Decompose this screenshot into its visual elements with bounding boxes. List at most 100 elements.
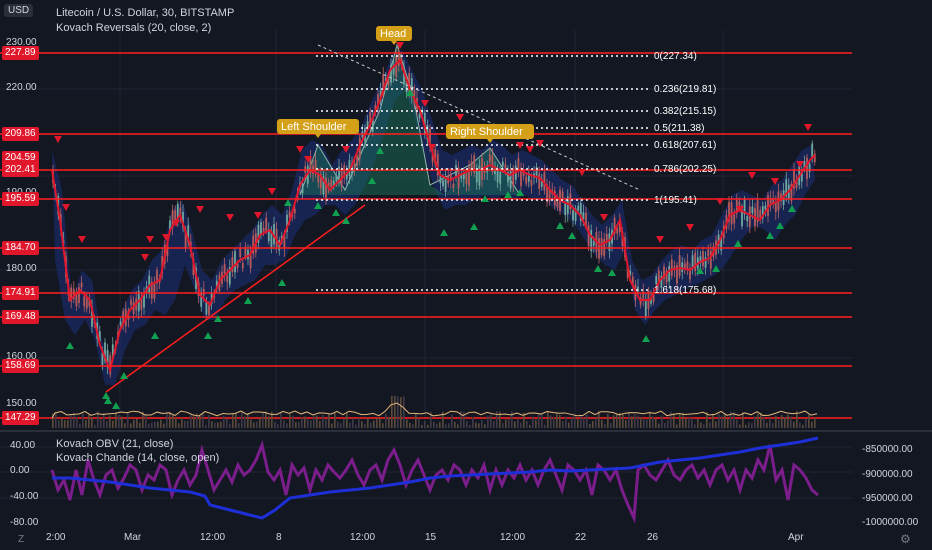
volume-bar	[538, 413, 540, 428]
candle-body	[462, 173, 465, 180]
candle-body	[605, 234, 608, 241]
candle-body	[392, 65, 395, 75]
volume-bar	[217, 422, 219, 428]
currency-badge[interactable]: USD	[4, 4, 34, 17]
volume-bar	[640, 417, 642, 428]
candle-body	[283, 234, 286, 250]
candle-body	[582, 212, 585, 220]
candle-body	[585, 212, 587, 226]
candle-body	[790, 183, 793, 201]
volume-bar	[523, 412, 525, 428]
volume-bar	[520, 422, 522, 428]
candle-body	[756, 200, 759, 223]
fib-label: 0.382(215.15)	[654, 106, 716, 117]
candle-body	[473, 155, 476, 174]
candle-body	[338, 166, 340, 182]
candle-body	[257, 224, 260, 243]
chande-legend[interactable]: Kovach Chande (14, close, open)	[56, 452, 220, 464]
buy-marker	[214, 315, 222, 322]
candle-body	[332, 180, 335, 187]
buy-marker	[314, 202, 322, 209]
level-price-tag: 184.70	[2, 241, 39, 255]
candle-body	[522, 170, 525, 177]
volume-bar	[268, 416, 270, 428]
candle-body	[655, 276, 658, 285]
volume-bar	[127, 413, 129, 428]
candle-body	[231, 257, 234, 273]
volume-bar	[625, 420, 627, 428]
candle-body	[273, 224, 275, 245]
volume-ma-line	[51, 402, 818, 419]
volume-bar	[283, 420, 285, 428]
volume-bar	[259, 417, 261, 428]
volume-bar	[157, 421, 159, 428]
volume-bar	[256, 421, 258, 428]
sell-marker	[736, 206, 744, 213]
volume-bar	[550, 415, 552, 428]
candle-body	[772, 198, 775, 204]
candle-body	[184, 229, 187, 249]
candle-body	[806, 157, 808, 180]
time-tick-label: Mar	[124, 532, 142, 543]
volume-bar	[430, 411, 432, 428]
buy-marker	[504, 191, 512, 198]
sell-marker	[162, 234, 170, 241]
candle-body	[540, 180, 543, 187]
candle-body	[759, 210, 762, 218]
price-tick-label: 180.00	[6, 263, 37, 274]
volume-bar	[67, 419, 69, 428]
volume-bar	[163, 423, 165, 428]
lower-left-tick: 40.00	[10, 440, 36, 451]
volume-bar	[649, 411, 651, 428]
volume-bar	[475, 422, 477, 428]
uptrend-line[interactable]	[105, 204, 366, 393]
fib-label: 0.5(211.38)	[654, 123, 704, 134]
volume-bar	[319, 420, 321, 428]
candle-body	[668, 266, 671, 282]
volume-bar	[772, 423, 774, 428]
volume-bar	[655, 418, 657, 428]
volume-bar	[124, 423, 126, 428]
candle-body	[572, 210, 574, 221]
volume-bar	[280, 413, 282, 428]
candle-body	[171, 210, 174, 228]
candle-body	[699, 256, 702, 264]
time-tick-label: 12:00	[350, 532, 376, 543]
candle-body	[657, 270, 660, 284]
volume-bar	[514, 421, 516, 428]
volume-bar	[739, 424, 741, 428]
volume-bar	[145, 414, 147, 428]
level-price-tag: 174.91	[2, 286, 39, 300]
volume-bar	[151, 422, 153, 428]
candle-body	[501, 161, 504, 167]
volume-bar	[637, 415, 639, 428]
volume-bar	[367, 417, 369, 428]
candle-body	[293, 209, 296, 214]
candle-body	[579, 202, 582, 221]
volume-bar	[352, 418, 354, 428]
settings-icon[interactable]: ⚙	[900, 532, 911, 546]
volume-bar	[460, 411, 462, 428]
volume-bar	[55, 412, 57, 428]
candle-body	[330, 180, 333, 187]
level-price-tag: 204.59	[2, 151, 39, 165]
candle-body	[249, 252, 252, 269]
volume-bar	[559, 414, 561, 428]
candle-body	[717, 234, 720, 246]
candle-body	[689, 267, 691, 280]
zoom-icon[interactable]: Z	[18, 534, 25, 545]
sell-marker	[268, 188, 276, 195]
indicator-legend[interactable]: Kovach Reversals (20, close, 2)	[56, 22, 212, 34]
candle-body	[652, 294, 655, 302]
candle-body	[676, 265, 678, 284]
volume-bar	[229, 423, 231, 428]
volume-bar	[664, 423, 666, 428]
volume-bar	[52, 413, 54, 428]
candle-body	[720, 237, 723, 251]
pattern-labels: Head Left Shoulder Right Shoulder	[277, 26, 534, 143]
candle-body	[507, 171, 509, 183]
obv-legend[interactable]: Kovach OBV (21, close)	[56, 438, 174, 450]
volume-bar	[778, 420, 780, 428]
